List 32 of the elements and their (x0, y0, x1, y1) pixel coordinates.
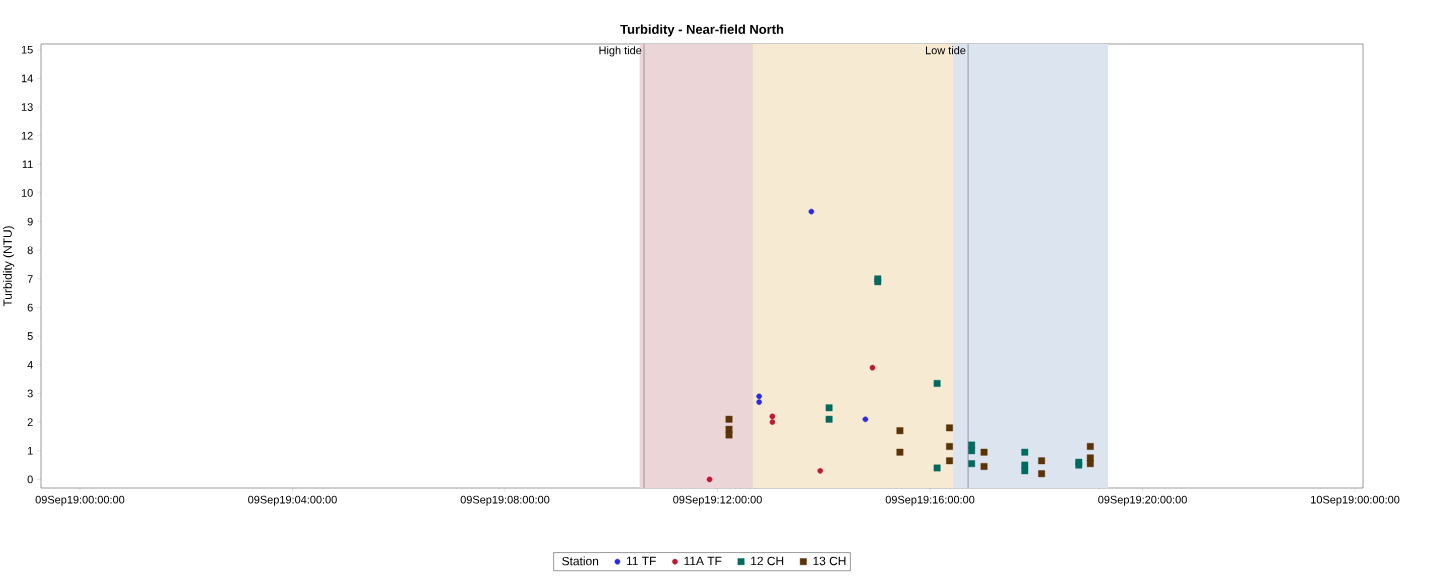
legend-title: Station (562, 556, 599, 566)
y-tick-label: 13 (21, 103, 33, 111)
x-tick-label: 09Sep19:12:00:00 (673, 495, 762, 506)
y-tick-label: 15 (21, 45, 33, 54)
y-tick-label: 0 (27, 475, 33, 484)
y-tick-label: 4 (27, 361, 33, 369)
ref-line-label: Low tide (926, 46, 966, 55)
y-tick-label: 5 (27, 332, 33, 341)
x-tick-label: 09Sep19:04:00:00 (248, 495, 337, 506)
legend-label: 13 CH (813, 556, 846, 566)
x-tick-label: 09Sep19:00:00:00 (35, 495, 125, 506)
legend-label: 11A TF (684, 556, 722, 566)
y-tick-label: 12 (21, 131, 33, 140)
y-tick-label: 3 (27, 389, 33, 398)
y-tick-label: 8 (27, 246, 33, 255)
x-tick-label: 10Sep19:00:00:00 (1311, 495, 1400, 506)
y-axis-title: Turbidity (NTU) (3, 226, 15, 307)
legend-label: 11 TF (626, 556, 656, 566)
y-tick-label: 7 (27, 275, 33, 283)
ref-line-label: High tide (599, 46, 642, 57)
y-tick-label: 10 (21, 189, 33, 197)
y-tick-label: 11 (22, 160, 33, 169)
x-tick-label: 09Sep19:20:00:00 (1098, 495, 1187, 506)
x-tick-label: 09Sep19:16:00:00 (885, 495, 975, 506)
legend-label: 12 CH (751, 556, 784, 566)
y-tick-label: 2 (27, 418, 33, 426)
y-tick-label: 1 (27, 447, 33, 455)
y-tick-label: 6 (27, 303, 33, 312)
chart-title: Turbidity - Near-field North (620, 24, 784, 37)
x-tick-label: 09Sep19:08:00:00 (460, 495, 550, 506)
y-tick-label: 9 (27, 217, 33, 226)
y-tick-label: 14 (21, 74, 33, 83)
